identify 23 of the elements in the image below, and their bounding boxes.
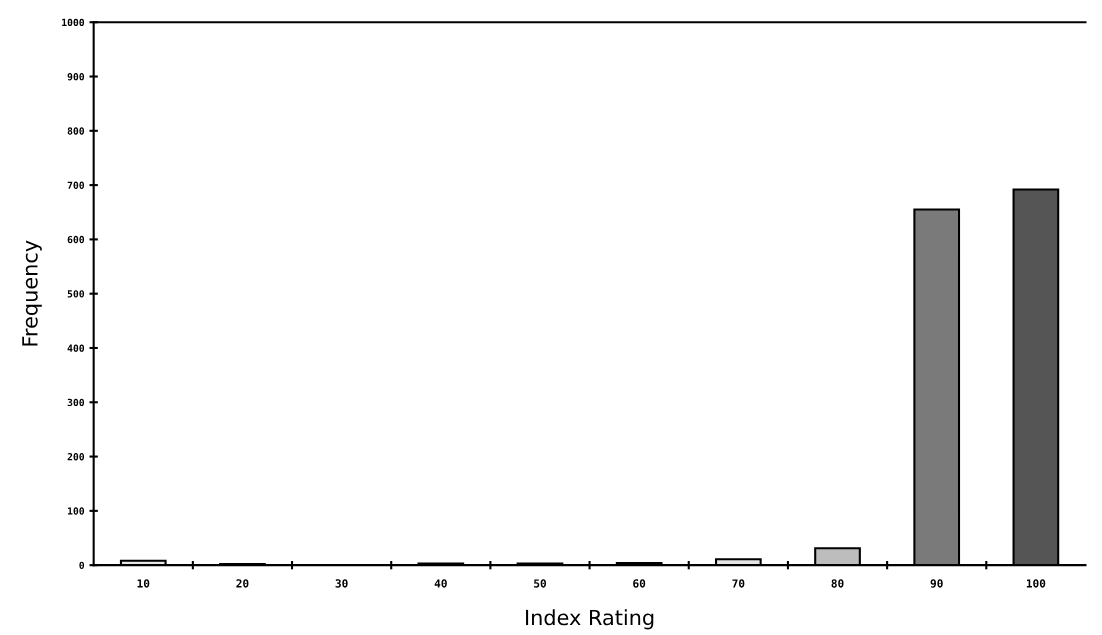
y-tick-label: 1000 — [62, 18, 85, 27]
x-tick-label: 70 — [732, 579, 745, 588]
y-tick-label: 300 — [67, 398, 85, 407]
x-tick-label: 30 — [335, 579, 348, 588]
x-tick-label: 100 — [1026, 579, 1046, 588]
y-tick-label: 900 — [67, 73, 85, 81]
y-tick-label: 600 — [67, 235, 85, 244]
y-tick-label: 700 — [67, 181, 85, 189]
y-axis-title: Frequency — [22, 240, 42, 346]
x-tick-label: 80 — [831, 579, 844, 588]
y-tick-label: 0 — [79, 561, 85, 569]
x-tick-label: 60 — [633, 579, 646, 588]
y-tick-label: 400 — [67, 344, 85, 352]
x-tick-label: 50 — [534, 579, 546, 588]
x-axis-title: Index Rating — [526, 609, 654, 630]
y-tick-label: 200 — [67, 453, 85, 461]
x-tick-label: 90 — [930, 579, 943, 588]
x-tick-label: 10 — [137, 579, 150, 588]
x-tick-label: 40 — [434, 579, 447, 588]
y-tick-label: 500 — [67, 290, 85, 298]
y-tick-label: 100 — [67, 507, 85, 515]
x-tick-label: 20 — [236, 579, 249, 588]
y-tick-label: 800 — [67, 127, 85, 135]
